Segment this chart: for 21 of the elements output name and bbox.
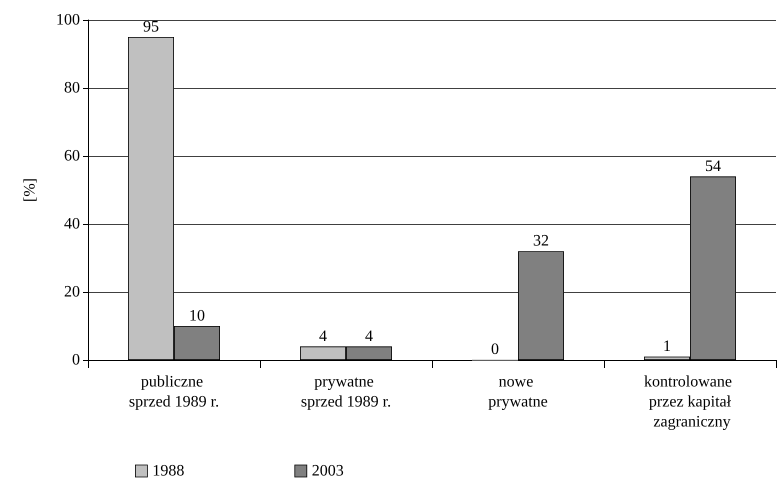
data-label: 10: [189, 308, 205, 324]
y-tick-label: 100: [56, 12, 80, 28]
x-tick-label: kontrolowane przez kapitał zagraniczny: [644, 374, 736, 430]
data-label: 32: [533, 232, 549, 250]
data-label: 1: [663, 338, 671, 356]
y-tick-label: 40: [64, 216, 80, 232]
x-tick-label: prywatne sprzed 1989 r.: [300, 374, 392, 410]
y-tick-label: 80: [64, 80, 80, 96]
x-tick-label: nowe prywatne: [488, 374, 548, 410]
y-tick-label: 60: [64, 148, 80, 164]
legend-label: 2003: [312, 462, 344, 480]
legend-label: 1988: [152, 462, 184, 480]
data-label: 95: [143, 18, 159, 36]
x-tick-label: publiczne sprzed 1989 r.: [128, 374, 220, 410]
y-tick-label: 0: [72, 352, 80, 368]
data-label: 4: [319, 328, 327, 345]
data-label: 4: [365, 328, 373, 345]
data-label: 54: [705, 158, 721, 175]
y-axis-title: [%]: [22, 178, 38, 202]
y-tick-label: 20: [64, 284, 80, 300]
data-label: 0: [491, 341, 499, 358]
